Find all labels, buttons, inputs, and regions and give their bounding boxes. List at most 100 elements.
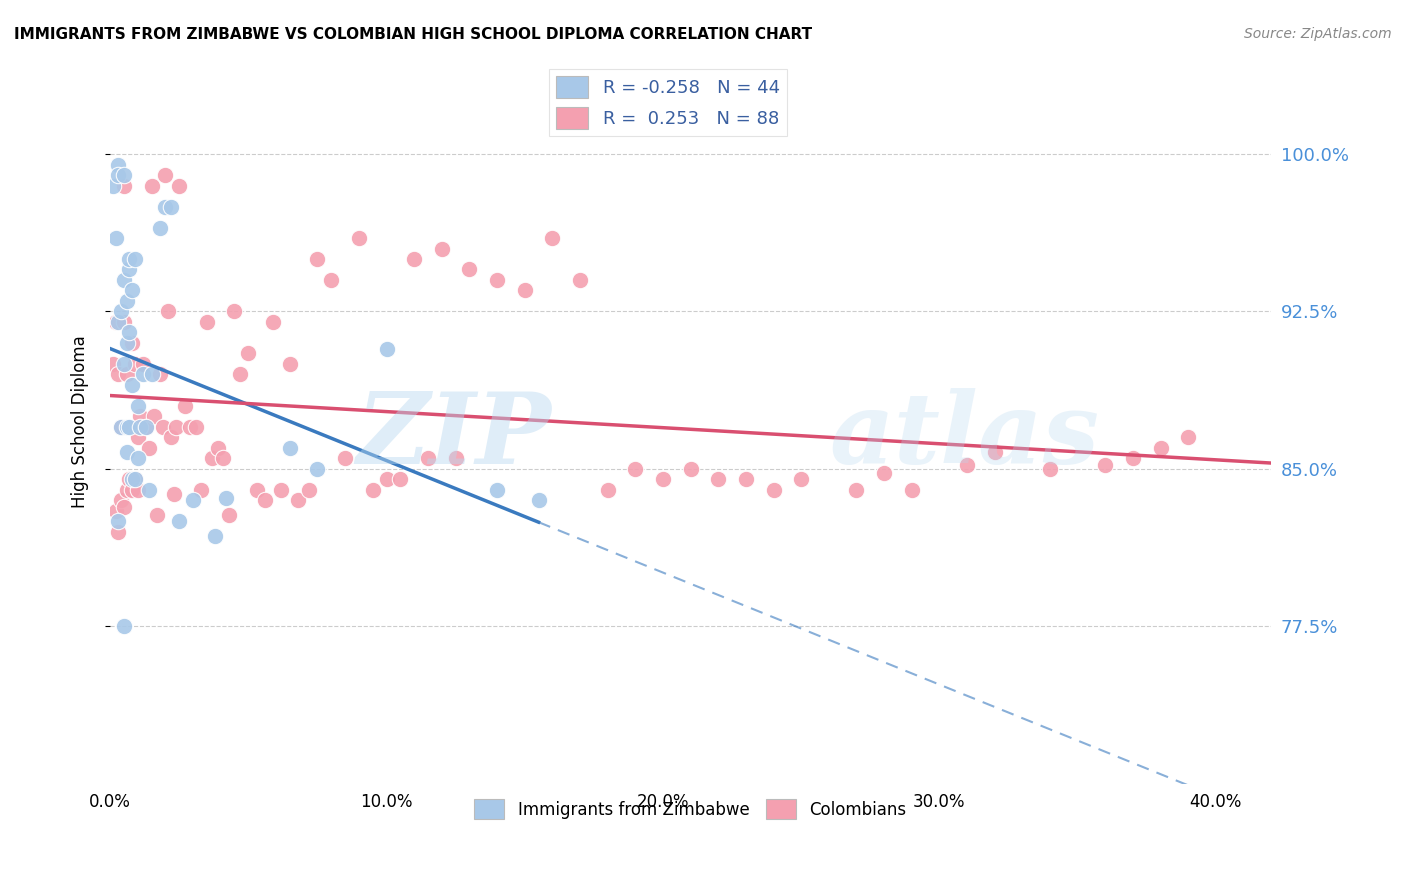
Point [115, 293, 138, 308]
Point [127, 483, 149, 497]
Point [1149, 441, 1171, 455]
Point [112, 315, 135, 329]
Point [143, 409, 166, 424]
Point [333, 451, 356, 466]
Point [141, 368, 163, 382]
Point [112, 619, 135, 633]
Point [1039, 462, 1062, 476]
Point [762, 483, 785, 497]
Point [107, 514, 129, 528]
Point [112, 357, 135, 371]
Point [141, 178, 163, 193]
Point [873, 466, 896, 480]
Point [165, 420, 187, 434]
Point [104, 315, 127, 329]
Point [157, 304, 180, 318]
Point [118, 472, 141, 486]
Point [652, 472, 675, 486]
Text: ZIP: ZIP [356, 388, 551, 484]
Point [124, 252, 146, 266]
Point [149, 220, 172, 235]
Point [486, 273, 509, 287]
Point [596, 483, 619, 497]
Point [104, 231, 127, 245]
Point [527, 493, 550, 508]
Point [845, 483, 868, 497]
Text: atlas: atlas [830, 388, 1099, 484]
Point [262, 315, 284, 329]
Point [218, 508, 240, 522]
Point [149, 368, 172, 382]
Point [212, 451, 235, 466]
Point [1094, 458, 1116, 472]
Point [201, 451, 224, 466]
Point [195, 315, 218, 329]
Point [790, 472, 813, 486]
Point [138, 483, 160, 497]
Point [486, 483, 509, 497]
Point [707, 472, 730, 486]
Point [307, 252, 329, 266]
Point [127, 399, 149, 413]
Point [101, 178, 124, 193]
Point [129, 409, 152, 424]
Point [190, 483, 212, 497]
Point [245, 483, 267, 497]
Point [184, 420, 207, 434]
Point [135, 420, 157, 434]
Point [121, 378, 143, 392]
Point [112, 178, 135, 193]
Point [112, 500, 135, 514]
Point [110, 420, 132, 434]
Point [569, 273, 592, 287]
Point [160, 430, 183, 444]
Point [404, 252, 426, 266]
Point [287, 493, 309, 508]
Point [224, 304, 246, 318]
Point [181, 493, 204, 508]
Point [238, 346, 260, 360]
Point [361, 483, 384, 497]
Point [129, 420, 152, 434]
Legend: Immigrants from Zimbabwe, Colombians: Immigrants from Zimbabwe, Colombians [468, 792, 914, 826]
Point [118, 262, 141, 277]
Point [124, 472, 146, 486]
Point [115, 483, 138, 497]
Point [1177, 430, 1199, 444]
Point [458, 262, 481, 277]
Point [155, 200, 177, 214]
Point [110, 493, 132, 508]
Point [307, 462, 329, 476]
Point [112, 168, 135, 182]
Point [347, 231, 370, 245]
Point [124, 357, 146, 371]
Point [132, 357, 155, 371]
Y-axis label: High School Diploma: High School Diploma [72, 335, 89, 508]
Point [121, 483, 143, 497]
Point [270, 483, 292, 497]
Point [416, 451, 439, 466]
Point [215, 491, 238, 506]
Point [679, 462, 702, 476]
Point [132, 368, 155, 382]
Point [375, 343, 398, 357]
Point [115, 335, 138, 350]
Point [152, 420, 174, 434]
Point [104, 504, 127, 518]
Text: Source: ZipAtlas.com: Source: ZipAtlas.com [1244, 27, 1392, 41]
Point [179, 420, 201, 434]
Point [107, 524, 129, 539]
Point [115, 445, 138, 459]
Point [375, 472, 398, 486]
Point [541, 231, 564, 245]
Point [229, 368, 252, 382]
Point [107, 315, 129, 329]
Point [956, 458, 979, 472]
Point [135, 420, 157, 434]
Point [173, 399, 195, 413]
Point [118, 252, 141, 266]
Point [1122, 451, 1144, 466]
Point [127, 430, 149, 444]
Point [115, 420, 138, 434]
Point [167, 514, 190, 528]
